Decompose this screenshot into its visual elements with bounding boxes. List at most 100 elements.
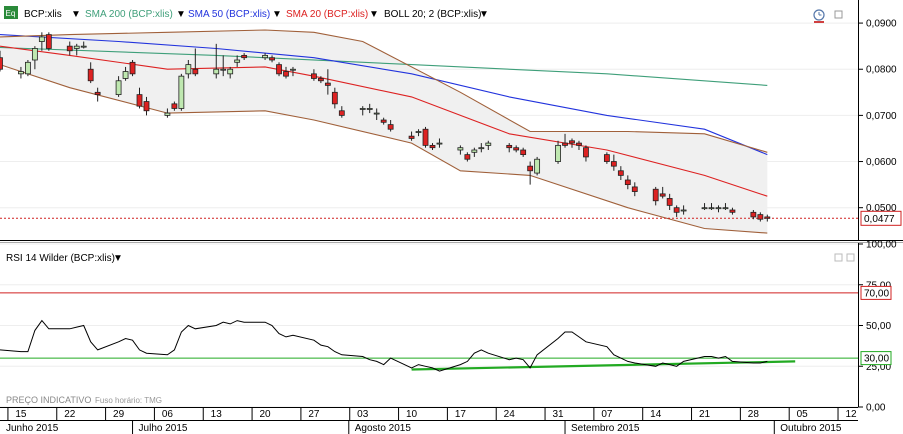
rsi-trendline[interactable]	[411, 360, 796, 371]
equity-icon	[4, 6, 18, 19]
candle-body	[143, 101, 150, 112]
x-axis-days: 15 22 29 06 13 20 27 03 10 17 24 31 07 14 21 28 05 12	[7, 407, 857, 420]
candle-body	[45, 34, 52, 49]
candle	[18, 66, 24, 79]
last-price-tag: 0,0477	[860, 210, 902, 226]
price-indicator-lines	[0, 29, 768, 234]
candle-body	[624, 179, 631, 186]
candle-body	[338, 110, 345, 116]
candle	[764, 214, 771, 222]
candle	[673, 205, 680, 217]
x-axis-day-label: 06	[162, 409, 174, 420]
candle	[631, 182, 638, 197]
candle-body	[485, 142, 492, 146]
x-axis-day-label: 12	[845, 409, 857, 420]
candle	[338, 106, 345, 118]
panel-options-icon[interactable]	[834, 10, 843, 19]
candle-body	[408, 135, 415, 139]
candle-body	[757, 214, 764, 220]
price-axis-label: 0,0800	[866, 65, 897, 76]
price-y-axis: 0,0900 0,0800 0,0700 0,0600 0,0500	[858, 0, 897, 240]
candle-body	[464, 154, 471, 160]
candle	[276, 62, 282, 77]
legend-sma50[interactable]: SMA 50 (BCP:xlis)	[188, 9, 270, 20]
clock-icon[interactable]	[813, 9, 825, 23]
candle-body	[331, 91, 338, 105]
candle-body	[262, 54, 268, 59]
candle	[485, 140, 492, 150]
candle-body	[652, 188, 659, 202]
candle	[701, 203, 708, 210]
candle	[366, 103, 373, 114]
x-axis-day-label: 22	[64, 409, 76, 420]
timezone-note: Fuso horário: TMG	[95, 396, 162, 405]
x-axis-month-label: Julho 2015	[139, 423, 188, 434]
legend-sma20[interactable]: SMA 20 (BCP:xlis)	[286, 9, 368, 20]
rsi-legend[interactable]: RSI 14 Wilder (BCP:xlis)	[6, 253, 115, 264]
candle	[729, 207, 736, 215]
candle	[750, 210, 757, 220]
candle-body	[722, 207, 729, 210]
candle-body	[185, 64, 192, 75]
x-axis-day-label: 05	[797, 409, 809, 420]
candlesticks	[0, 32, 771, 222]
candle	[164, 108, 171, 118]
rsi-legend-dropdown-icon[interactable]: ▼	[113, 253, 123, 264]
x-axis-day-label: 10	[406, 409, 418, 420]
candle	[680, 205, 687, 215]
x-axis-day-label: 14	[650, 409, 662, 420]
candle-body	[750, 211, 757, 218]
candle	[45, 32, 52, 51]
candle	[290, 66, 296, 77]
rsi-panel-minimize-icon[interactable]	[834, 253, 843, 262]
candle-body	[317, 78, 324, 82]
candle	[513, 145, 520, 153]
candle-body	[290, 68, 296, 71]
candle-body	[38, 36, 45, 42]
candle-body	[324, 82, 331, 86]
legend-sma200-dropdown-icon[interactable]: ▼	[176, 9, 186, 20]
candle	[380, 117, 387, 125]
price-axis-label: 0,0500	[866, 203, 897, 214]
price-legend: Eq BCP:xlis ▼ SMA 200 (BCP:xlis) ▼ SMA 5…	[4, 6, 489, 20]
candle-body	[136, 94, 143, 107]
rsi-line	[0, 319, 768, 372]
candle-body	[366, 108, 373, 110]
rsi-panel-close-icon[interactable]	[846, 253, 855, 262]
candle-body	[25, 61, 31, 75]
legend-sma50-dropdown-icon[interactable]: ▼	[272, 9, 282, 20]
candle-body	[478, 147, 485, 150]
legend-ticker[interactable]: BCP:xlis	[24, 9, 62, 20]
candle-body	[659, 193, 666, 197]
candle-body	[66, 45, 73, 52]
candle	[576, 140, 582, 150]
legend-bollinger-dropdown-icon[interactable]: ▼	[479, 9, 489, 20]
candle	[122, 66, 129, 81]
price-axis-label: 0,0600	[866, 157, 897, 168]
last-price-value: 0,0477	[864, 214, 895, 225]
bollinger-lower-line	[0, 64, 768, 234]
x-axis-day-label: 28	[748, 409, 760, 420]
candle	[617, 166, 624, 180]
candle	[520, 147, 527, 157]
candle-body	[213, 68, 220, 75]
bollinger-upper-line	[0, 29, 768, 153]
candle-body	[520, 149, 527, 156]
candle	[666, 193, 673, 210]
candle	[31, 46, 38, 70]
candle	[715, 205, 722, 213]
legend-bollinger[interactable]: BOLL 20; 2 (BCP:xlis)	[384, 9, 481, 20]
price-axis-label: 0,0700	[866, 111, 897, 122]
candle-body	[610, 161, 617, 167]
candle	[0, 50, 3, 72]
candle	[527, 161, 534, 185]
rsi-axis-label: 25,00	[866, 362, 891, 373]
legend-ticker-dropdown-icon[interactable]: ▼	[71, 9, 81, 20]
legend-sma200[interactable]: SMA 200 (BCP:xlis)	[85, 9, 173, 20]
candle	[422, 126, 429, 148]
x-axis-day-label: 31	[552, 409, 564, 420]
candle-body	[387, 124, 394, 130]
equity-icon-label: Eq	[6, 9, 16, 18]
legend-sma20-dropdown-icon[interactable]: ▼	[369, 9, 379, 20]
